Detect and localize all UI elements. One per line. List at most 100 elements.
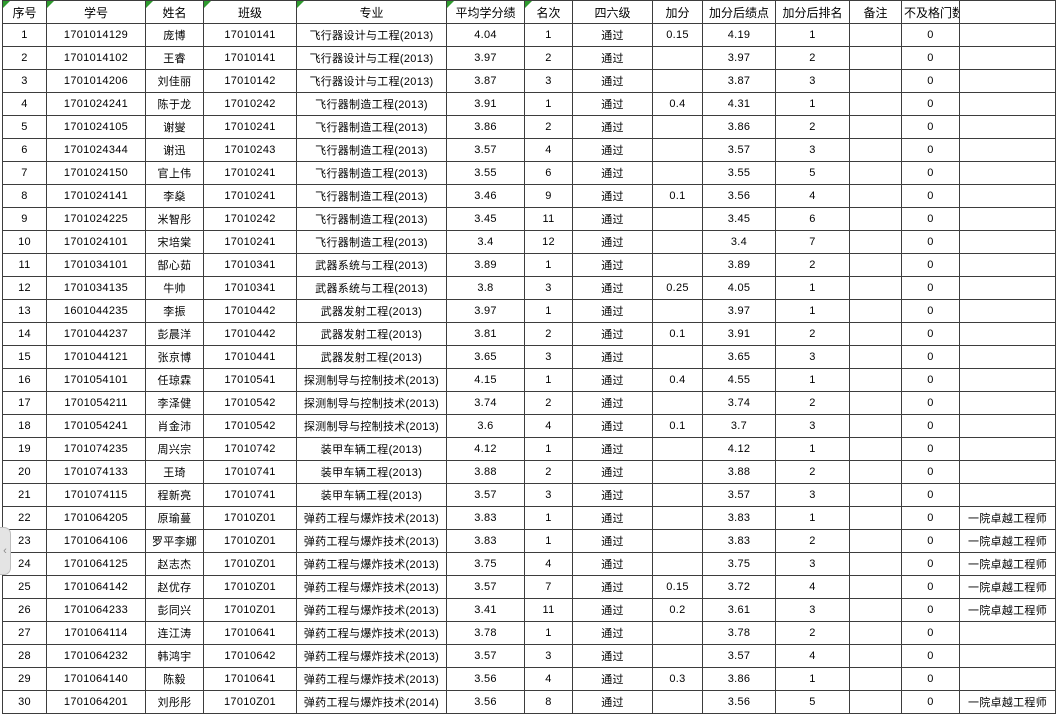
table-cell[interactable]: 郜心茹 [145,253,204,277]
table-cell[interactable]: 通过 [572,69,653,93]
table-cell[interactable] [959,230,1056,254]
table-cell[interactable]: 3 [524,69,573,93]
table-cell[interactable]: 1701064233 [46,598,146,622]
table-cell[interactable]: 14 [2,322,47,346]
table-cell[interactable]: 1701024344 [46,138,146,162]
table-cell[interactable]: 通过 [572,184,653,208]
table-cell[interactable]: 1701044121 [46,345,146,369]
table-cell[interactable]: 6 [775,207,850,231]
table-cell[interactable]: 2 [524,322,573,346]
table-cell[interactable]: 17010341 [203,276,297,300]
table-cell[interactable] [959,46,1056,70]
table-cell[interactable]: 0 [901,598,960,622]
table-cell[interactable]: 韩鸿宇 [145,644,204,668]
table-cell[interactable]: 一院卓越工程师 [959,690,1056,714]
table-cell[interactable]: 0.1 [652,184,703,208]
table-cell[interactable]: 3.41 [446,598,525,622]
table-cell[interactable] [849,598,902,622]
table-cell[interactable]: 通过 [572,253,653,277]
table-cell[interactable] [652,69,703,93]
table-cell[interactable]: 2 [524,460,573,484]
table-cell[interactable]: 3.78 [702,621,776,645]
table-cell[interactable]: 4 [524,138,573,162]
table-cell[interactable]: 武器系统与工程(2013) [296,276,447,300]
table-cell[interactable]: 官上伟 [145,161,204,185]
table-cell[interactable]: 0 [901,207,960,231]
table-cell[interactable]: 2 [524,391,573,415]
table-cell[interactable] [849,345,902,369]
table-cell[interactable]: 3.6 [446,414,525,438]
table-cell[interactable]: 4.19 [702,23,776,47]
table-cell[interactable]: 3.57 [446,483,525,507]
table-cell[interactable]: 飞行器设计与工程(2013) [296,69,447,93]
table-cell[interactable]: 10 [2,230,47,254]
table-cell[interactable]: 0.4 [652,92,703,116]
table-cell[interactable]: 任琼霖 [145,368,204,392]
table-cell[interactable]: 飞行器制造工程(2013) [296,184,447,208]
table-cell[interactable] [652,46,703,70]
table-cell[interactable]: 25 [2,575,47,599]
table-cell[interactable]: 通过 [572,322,653,346]
table-cell[interactable] [652,621,703,645]
table-cell[interactable]: 1601044235 [46,299,146,323]
table-cell[interactable]: 3.7 [702,414,776,438]
table-cell[interactable]: 4 [524,414,573,438]
table-cell[interactable]: 0 [901,23,960,47]
table-cell[interactable]: 3 [775,345,850,369]
table-cell[interactable]: 0 [901,92,960,116]
table-cell[interactable]: 17010341 [203,253,297,277]
table-cell[interactable]: 12 [2,276,47,300]
column-header[interactable]: 专业 [296,0,447,24]
table-cell[interactable] [849,184,902,208]
table-cell[interactable]: 2 [775,621,850,645]
table-cell[interactable]: 一院卓越工程师 [959,598,1056,622]
table-cell[interactable] [849,575,902,599]
table-cell[interactable]: 0 [901,230,960,254]
table-cell[interactable]: 3.86 [446,115,525,139]
table-cell[interactable]: 4.12 [702,437,776,461]
table-cell[interactable]: 通过 [572,92,653,116]
table-cell[interactable]: 连江涛 [145,621,204,645]
table-cell[interactable]: 3.78 [446,621,525,645]
table-cell[interactable]: 2 [775,253,850,277]
table-cell[interactable]: 1701034135 [46,276,146,300]
table-cell[interactable]: 3.55 [446,161,525,185]
table-cell[interactable]: 7 [2,161,47,185]
table-cell[interactable]: 3.72 [702,575,776,599]
table-cell[interactable]: 1701024150 [46,161,146,185]
table-cell[interactable]: 17 [2,391,47,415]
table-cell[interactable]: 飞行器制造工程(2013) [296,207,447,231]
column-header[interactable]: 学号 [46,0,146,24]
table-cell[interactable] [849,483,902,507]
table-cell[interactable]: 彭晨洋 [145,322,204,346]
table-cell[interactable]: 17010741 [203,483,297,507]
table-cell[interactable]: 1 [775,437,850,461]
table-cell[interactable] [652,253,703,277]
table-cell[interactable]: 17010242 [203,92,297,116]
table-cell[interactable]: 通过 [572,138,653,162]
table-cell[interactable]: 1701014206 [46,69,146,93]
table-cell[interactable]: 米智彤 [145,207,204,231]
column-header[interactable]: 四六级 [572,0,653,24]
table-cell[interactable]: 赵优存 [145,575,204,599]
table-cell[interactable]: 弹药工程与爆炸技术(2013) [296,667,447,691]
table-cell[interactable] [849,644,902,668]
table-cell[interactable]: 飞行器制造工程(2013) [296,138,447,162]
table-cell[interactable]: 1 [2,23,47,47]
column-header[interactable]: 加分后绩点 [702,0,776,24]
table-cell[interactable]: 谢燮 [145,115,204,139]
table-cell[interactable]: 11 [524,207,573,231]
table-cell[interactable]: 武器发射工程(2013) [296,322,447,346]
table-cell[interactable]: 21 [2,483,47,507]
table-cell[interactable]: 通过 [572,391,653,415]
table-cell[interactable]: 3.56 [702,690,776,714]
table-cell[interactable]: 17010241 [203,230,297,254]
table-cell[interactable]: 张京博 [145,345,204,369]
table-cell[interactable]: 弹药工程与爆炸技术(2013) [296,575,447,599]
table-cell[interactable]: 3.88 [446,460,525,484]
column-header[interactable]: 加分 [652,0,703,24]
table-cell[interactable]: 4.55 [702,368,776,392]
table-cell[interactable] [849,460,902,484]
table-cell[interactable]: 武器发射工程(2013) [296,299,447,323]
table-cell[interactable]: 一院卓越工程师 [959,506,1056,530]
